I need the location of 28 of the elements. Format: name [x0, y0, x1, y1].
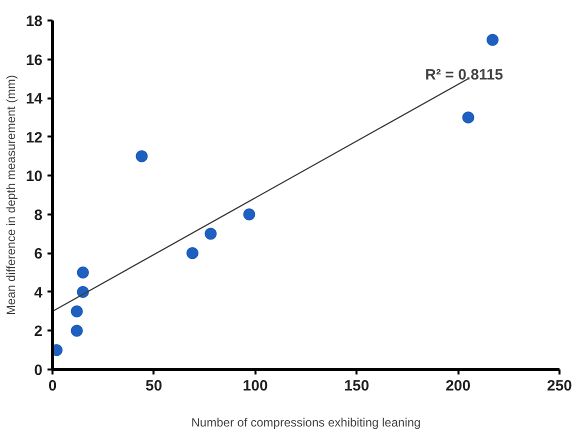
y-tick-label: 2	[34, 323, 42, 340]
y-axis-title: Mean difference in depth measurement (mm)	[4, 75, 18, 315]
point	[486, 34, 499, 46]
y-tick-label: 12	[26, 129, 43, 146]
x-tick-label: 250	[546, 378, 572, 394]
point	[243, 208, 256, 220]
x-tick-label: 0	[48, 378, 57, 394]
x-tick-label: 150	[344, 378, 370, 394]
point	[76, 266, 89, 279]
x-tick-label: 50	[146, 378, 162, 394]
y-tick-label: 16	[26, 52, 43, 69]
y-tick-label: 14	[26, 90, 44, 108]
x-tick-label: 100	[242, 378, 268, 394]
point	[70, 305, 83, 318]
x-tick-label: 200	[446, 378, 471, 394]
point	[70, 324, 83, 337]
point	[204, 228, 217, 240]
point	[136, 150, 148, 162]
y-tick-label: 18	[26, 13, 43, 30]
y-tick-label: 6	[34, 246, 42, 263]
x-axis-title: Number of compressions exhibiting leaning	[191, 416, 421, 430]
y-tick-label: 10	[26, 168, 43, 186]
y-tick-label: 0	[34, 362, 42, 379]
y-tick-label: 8	[34, 206, 42, 224]
annotation: R² = 0.8115	[425, 66, 504, 84]
point	[186, 247, 198, 260]
point	[462, 111, 474, 124]
y-tick-label: 4	[34, 284, 44, 302]
